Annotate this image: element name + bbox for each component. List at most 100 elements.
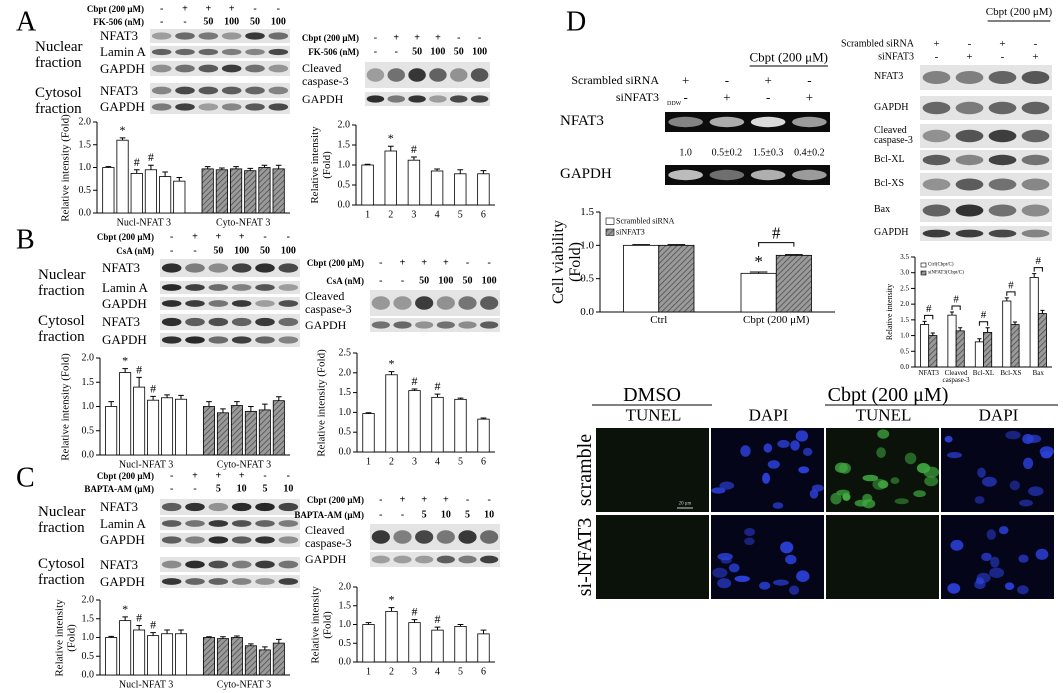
cell-nucleus <box>876 447 886 458</box>
bar <box>272 400 285 456</box>
x-tick-label: 6 <box>481 457 486 468</box>
y-tick-label: 2.0 <box>338 120 351 131</box>
blot-band <box>278 317 299 327</box>
bar <box>258 167 271 214</box>
condition-mark: - <box>170 484 173 495</box>
condition-mark: + <box>192 471 198 482</box>
row-label: NFAT3 <box>102 260 141 276</box>
condition-mark: 100 <box>482 276 497 287</box>
condition-mark: 50 <box>213 246 223 257</box>
condition-mark: - <box>287 471 290 482</box>
condition-mark: + <box>764 73 771 88</box>
y-tick-label: 0.5 <box>580 273 594 285</box>
condition-mark: - <box>160 17 163 28</box>
row-label: GAPDH <box>102 295 147 311</box>
row-label: GAPDH <box>100 573 145 589</box>
blot-band <box>198 86 219 95</box>
condition-label: BAPTA-AM (μM) <box>294 510 364 520</box>
blot-strip <box>920 150 1052 170</box>
cell-nucleus <box>744 528 756 536</box>
blot-band <box>175 86 195 95</box>
condition-mark: + <box>239 471 245 482</box>
y-tick-label: 1.0 <box>339 619 352 630</box>
blot-band <box>231 578 252 585</box>
condition-label: FK-506 (nM) <box>93 17 144 27</box>
blot-band <box>268 103 289 111</box>
error-bar <box>949 311 955 316</box>
blot-band <box>668 169 703 181</box>
significance-marker: * <box>389 593 395 607</box>
y-tick-label: 0.0 <box>79 208 92 219</box>
bar <box>1010 324 1020 368</box>
condition-label: Scrambled siRNA <box>571 73 659 87</box>
y-tick-label: 1.5 <box>79 139 92 150</box>
cell-nucleus <box>789 585 800 595</box>
y-tick-label: 0.5 <box>338 180 351 191</box>
cell-nucleus <box>717 578 732 589</box>
condition-mark: 100 <box>271 17 286 28</box>
condition-mark: - <box>1034 38 1038 50</box>
blot-band <box>231 536 252 544</box>
bar <box>385 374 398 453</box>
blot-band <box>175 64 195 73</box>
blot-band <box>161 300 182 307</box>
blot-band <box>792 169 827 181</box>
bar <box>133 386 146 456</box>
x-tick-label: 3 <box>412 667 417 678</box>
band-quantification: 0.4±0.2 <box>794 148 825 159</box>
blot-band <box>415 321 434 329</box>
significance-marker: # <box>134 155 140 169</box>
condition-mark: - <box>379 276 382 287</box>
error-bar <box>1004 297 1009 301</box>
condition-mark: 10 <box>283 484 293 495</box>
cell-nucleus <box>836 489 850 496</box>
y-tick-label: 1.0 <box>82 632 95 643</box>
blot-band <box>185 263 205 273</box>
condition-mark: 50 <box>419 276 429 287</box>
error-bar <box>388 607 395 612</box>
row-label: Lamin A <box>100 515 146 531</box>
condition-mark: + <box>723 90 730 105</box>
condition-mark: + <box>682 73 689 88</box>
cell-nucleus <box>976 572 991 584</box>
blot-band <box>161 317 182 327</box>
y-tick-label: 0.5 <box>339 638 352 649</box>
panel-letter: B <box>16 225 35 256</box>
blot-band <box>231 520 252 527</box>
condition-mark: 100 <box>224 17 239 28</box>
bar <box>983 332 993 368</box>
blot-band <box>408 68 426 82</box>
error-bar <box>164 629 170 634</box>
x-tick-label: 4 <box>435 210 440 221</box>
condition-mark: 5 <box>263 484 268 495</box>
condition-mark: 50 <box>412 47 422 58</box>
condition-mark: - <box>379 510 382 521</box>
blot-band <box>255 578 275 585</box>
x-tick-label: Ctrl <box>650 314 668 326</box>
significance-marker: # <box>435 379 441 393</box>
blot-band <box>436 555 455 564</box>
blot-band <box>415 530 434 544</box>
group-title: Cbpt (200 μM) <box>828 384 949 406</box>
condition-mark: 10 <box>441 510 451 521</box>
condition-mark: - <box>160 4 163 15</box>
significance-marker: # <box>1008 279 1014 291</box>
blot-band <box>1021 178 1050 191</box>
blot-band <box>278 520 299 527</box>
cell-nucleus <box>977 467 986 478</box>
condition-label: CsA (nM) <box>116 246 154 256</box>
blot-band <box>231 263 252 273</box>
blot-band <box>185 578 205 585</box>
bar <box>159 176 172 214</box>
condition-mark: + <box>215 471 221 482</box>
error-bar <box>276 638 282 644</box>
cell-nucleus <box>989 567 1005 578</box>
condition-mark: - <box>457 33 460 44</box>
cell-nucleus <box>759 581 771 590</box>
blot-band <box>208 263 229 273</box>
cell-nucleus <box>1018 554 1029 563</box>
bar <box>130 173 143 214</box>
condition-mark: + <box>1032 51 1038 63</box>
x-tick-label: NFAT3 <box>918 369 939 377</box>
cell-nucleus <box>780 541 794 554</box>
